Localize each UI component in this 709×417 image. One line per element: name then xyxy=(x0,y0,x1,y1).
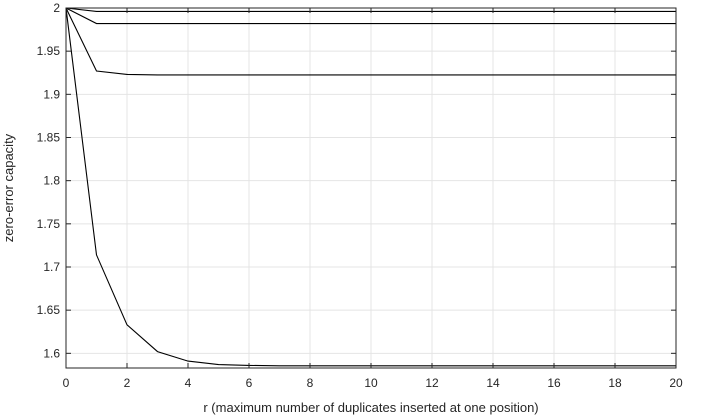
x-tick-label: 4 xyxy=(185,376,192,390)
y-tick-label: 1.7 xyxy=(43,260,60,274)
y-tick-labels: 1.6 1.65 1.7 1.75 1.8 1.85 1.9 1.95 2 xyxy=(37,1,61,360)
x-tick-label: 12 xyxy=(425,376,439,390)
x-tick-label: 18 xyxy=(608,376,622,390)
x-tick-labels: 0 2 4 6 8 10 12 14 16 18 20 xyxy=(63,376,683,390)
x-tick-label: 6 xyxy=(246,376,253,390)
y-tick-label: 1.85 xyxy=(37,130,61,144)
x-tick-label: 16 xyxy=(547,376,561,390)
x-tick-label: 8 xyxy=(307,376,314,390)
x-tick-label: 20 xyxy=(669,376,683,390)
y-tick-label: 1.75 xyxy=(37,217,61,231)
y-tick-label: 2 xyxy=(53,1,60,15)
y-axis-label: zero-error capacity xyxy=(1,133,16,242)
x-tick-label: 14 xyxy=(486,376,500,390)
y-tick-label: 1.8 xyxy=(43,174,60,188)
x-tick-label: 2 xyxy=(124,376,131,390)
x-tick-label: 10 xyxy=(364,376,378,390)
y-tick-label: 1.95 xyxy=(37,44,61,58)
y-tick-label: 1.65 xyxy=(37,303,61,317)
y-tick-label: 1.6 xyxy=(43,346,60,360)
tick-marks xyxy=(65,7,677,368)
series-line-2 xyxy=(65,7,676,25)
series-line-3 xyxy=(65,7,676,76)
y-tick-label: 1.9 xyxy=(43,87,60,101)
x-axis-label: r (maximum number of duplicates inserted… xyxy=(203,400,538,415)
x-tick-label: 0 xyxy=(63,376,70,390)
